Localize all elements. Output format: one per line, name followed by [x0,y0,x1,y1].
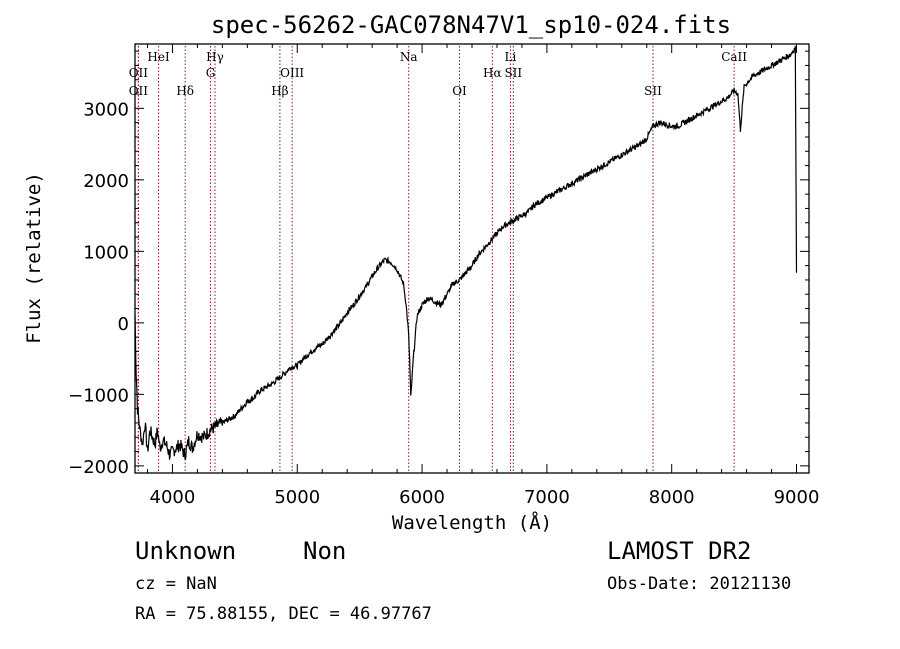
line-marker-label: Na [400,50,418,64]
line-marker-label: OII [129,84,149,98]
line-marker-label: CaII [721,50,747,64]
line-marker-label: SII [504,66,522,80]
y-tick-label: 0 [118,314,129,335]
line-marker-label: HeI [147,50,170,64]
spectrum-series-line [134,45,798,461]
plot-frame [134,43,810,474]
x-tick-label: 9000 [774,487,820,508]
line-marker-label: Hδ [176,84,194,98]
redshift-value: cz = NaN [135,574,217,594]
line-marker-label: OIII [280,66,304,80]
axis-ticks: 4000 5000 6000 7000 8000 9000 −2000 −1000 0 1000 2… [68,44,819,508]
y-tick-label: 2000 [83,171,129,192]
line-marker-label: G [206,66,216,80]
y-tick-label: 3000 [83,99,129,120]
x-tick-label: 7000 [524,487,570,508]
x-tick-label: 6000 [399,487,445,508]
x-tick-label: 5000 [274,487,320,508]
line-marker-label: OII [129,66,149,80]
y-axis-label: Flux (relative) [23,172,45,344]
object-name: Unknown [135,537,236,565]
line-marker-label: Hα [483,66,502,80]
line-marker-label: Hγ [206,50,224,64]
survey-name: LAMOST DR2 [607,537,752,565]
line-marker-label: OI [452,84,467,98]
observation-date: Obs-Date: 20121130 [607,574,791,594]
y-tick-label: −1000 [68,385,129,406]
y-tick-label: −2000 [68,457,129,478]
x-axis-label: Wavelength (Å) [392,511,552,534]
coordinates: RA = 75.88155, DEC = 46.97767 [135,604,432,624]
line-marker-label: Hβ [271,84,288,98]
x-tick-label: 8000 [649,487,695,508]
object-class: Non [303,537,346,565]
y-tick-label: 1000 [83,242,129,263]
chart-title: spec-56262-GAC078N47V1_sp10-024.fits [211,11,731,39]
line-marker-label: SII [644,84,662,98]
line-marker-label: Li [505,50,517,64]
x-tick-label: 4000 [150,487,196,508]
